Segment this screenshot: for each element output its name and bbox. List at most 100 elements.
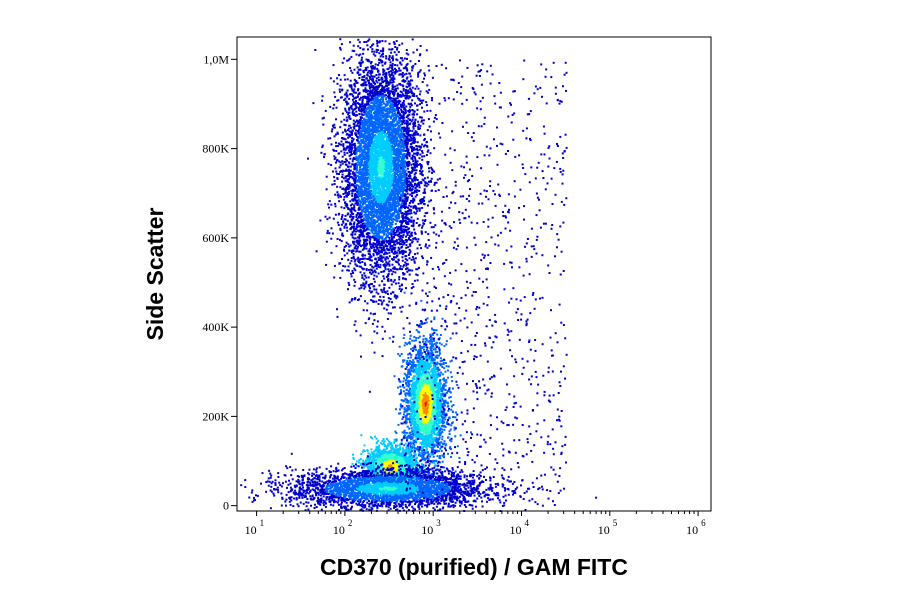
- data-point: [410, 287, 413, 290]
- data-point: [385, 123, 388, 126]
- data-point: [371, 231, 374, 234]
- data-point: [365, 90, 368, 93]
- data-point: [399, 137, 402, 140]
- data-point: [377, 115, 380, 118]
- data-point: [321, 117, 324, 120]
- data-point: [353, 125, 356, 128]
- data-point: [397, 282, 400, 285]
- data-point: [374, 130, 377, 133]
- data-point: [355, 156, 358, 159]
- data-point: [381, 167, 384, 170]
- data-point: [409, 122, 412, 125]
- data-point: [400, 91, 403, 94]
- data-point: [372, 159, 375, 162]
- data-point: [362, 198, 365, 201]
- data-point: [379, 165, 381, 167]
- data-point: [431, 168, 434, 171]
- data-point: [353, 204, 356, 207]
- data-point: [386, 176, 388, 179]
- data-point: [359, 109, 362, 112]
- data-point: [384, 74, 387, 77]
- data-point: [377, 230, 379, 233]
- data-point: [362, 84, 365, 87]
- data-point: [422, 119, 425, 122]
- data-point: [384, 198, 387, 201]
- data-point: [393, 91, 396, 94]
- data-point: [343, 249, 346, 252]
- data-point: [421, 201, 424, 204]
- data-point: [367, 89, 370, 92]
- data-point: [358, 265, 361, 268]
- data-point: [416, 247, 419, 250]
- data-point: [394, 174, 396, 177]
- data-point: [397, 235, 400, 238]
- data-point: [402, 147, 405, 150]
- data-point: [396, 64, 399, 67]
- data-point: [418, 157, 421, 160]
- data-point: [379, 228, 382, 231]
- data-point: [401, 221, 403, 224]
- data-point: [354, 192, 357, 195]
- data-point: [394, 161, 397, 164]
- data-point: [343, 137, 346, 140]
- data-point: [402, 78, 405, 81]
- data-point: [386, 197, 389, 200]
- data-point: [356, 96, 359, 98]
- data-point: [339, 186, 342, 189]
- data-point: [351, 198, 354, 201]
- data-point: [368, 177, 371, 180]
- data-point: [406, 217, 409, 220]
- data-point: [381, 229, 384, 232]
- data-point: [371, 159, 374, 162]
- data-point: [367, 194, 370, 197]
- data-point: [364, 151, 366, 154]
- data-point: [373, 105, 376, 108]
- data-point: [386, 79, 388, 82]
- data-point: [408, 153, 411, 156]
- data-point: [426, 145, 429, 148]
- data-point: [383, 217, 386, 220]
- data-point: [333, 276, 336, 279]
- data-point: [355, 171, 358, 174]
- data-point: [367, 132, 370, 135]
- data-point: [399, 140, 402, 143]
- data-point: [340, 43, 343, 46]
- data-point: [358, 154, 361, 157]
- data-point: [354, 177, 357, 180]
- data-point: [340, 96, 343, 99]
- data-point: [394, 195, 396, 197]
- data-point: [386, 318, 389, 320]
- data-point: [389, 312, 392, 315]
- data-point: [340, 206, 343, 209]
- data-point: [377, 193, 380, 195]
- data-point: [334, 213, 337, 216]
- data-point: [429, 335, 432, 338]
- data-point: [383, 307, 386, 310]
- data-point: [332, 80, 335, 83]
- data-point: [380, 157, 383, 160]
- data-point: [350, 212, 353, 215]
- data-point: [370, 200, 373, 202]
- data-point: [370, 236, 373, 239]
- data-point: [325, 240, 328, 243]
- data-point: [345, 244, 348, 247]
- data-point: [400, 224, 403, 227]
- data-point: [393, 295, 396, 298]
- data-point: [396, 195, 399, 198]
- data-point: [359, 117, 362, 120]
- data-point: [365, 115, 368, 118]
- data-point: [377, 239, 380, 242]
- data-point: [365, 140, 368, 143]
- data-point: [351, 49, 354, 52]
- data-point: [377, 125, 380, 128]
- data-point: [374, 138, 377, 141]
- data-point: [366, 138, 369, 141]
- data-point: [380, 95, 383, 98]
- data-point: [373, 207, 376, 210]
- data-point: [435, 287, 437, 289]
- data-point: [396, 120, 399, 123]
- data-point: [344, 176, 347, 179]
- data-point: [400, 235, 403, 238]
- data-point: [348, 170, 351, 173]
- data-point: [391, 263, 394, 266]
